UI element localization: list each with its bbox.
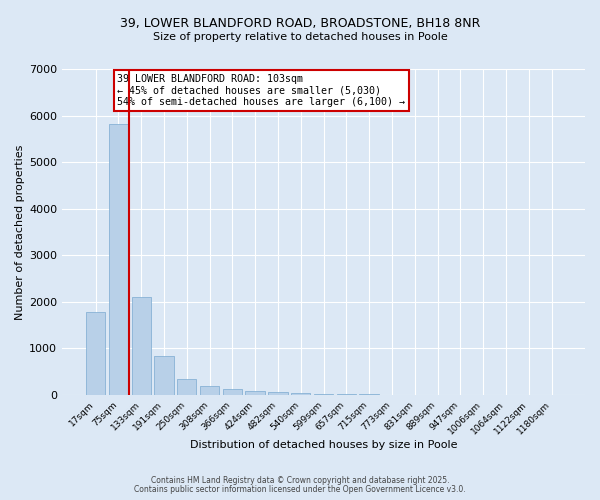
Bar	[177, 380, 196, 395]
X-axis label: Distribution of detached houses by size in Poole: Distribution of detached houses by size …	[190, 440, 457, 450]
Bar	[131, 297, 151, 395]
Bar	[337, 394, 356, 395]
Text: 39 LOWER BLANDFORD ROAD: 103sqm
← 45% of detached houses are smaller (5,030)
54%: 39 LOWER BLANDFORD ROAD: 103sqm ← 45% of…	[117, 74, 405, 107]
Text: Contains HM Land Registry data © Crown copyright and database right 2025.: Contains HM Land Registry data © Crown c…	[151, 476, 449, 485]
Bar	[109, 124, 128, 395]
Text: Contains public sector information licensed under the Open Government Licence v3: Contains public sector information licen…	[134, 484, 466, 494]
Bar	[291, 392, 310, 395]
Text: Size of property relative to detached houses in Poole: Size of property relative to detached ho…	[152, 32, 448, 42]
Text: 39, LOWER BLANDFORD ROAD, BROADSTONE, BH18 8NR: 39, LOWER BLANDFORD ROAD, BROADSTONE, BH…	[120, 18, 480, 30]
Bar	[154, 356, 173, 395]
Bar	[314, 394, 333, 395]
Bar	[245, 390, 265, 395]
Y-axis label: Number of detached properties: Number of detached properties	[15, 144, 25, 320]
Bar	[223, 389, 242, 395]
Bar	[268, 392, 287, 395]
Bar	[200, 386, 219, 395]
Bar	[86, 312, 105, 395]
